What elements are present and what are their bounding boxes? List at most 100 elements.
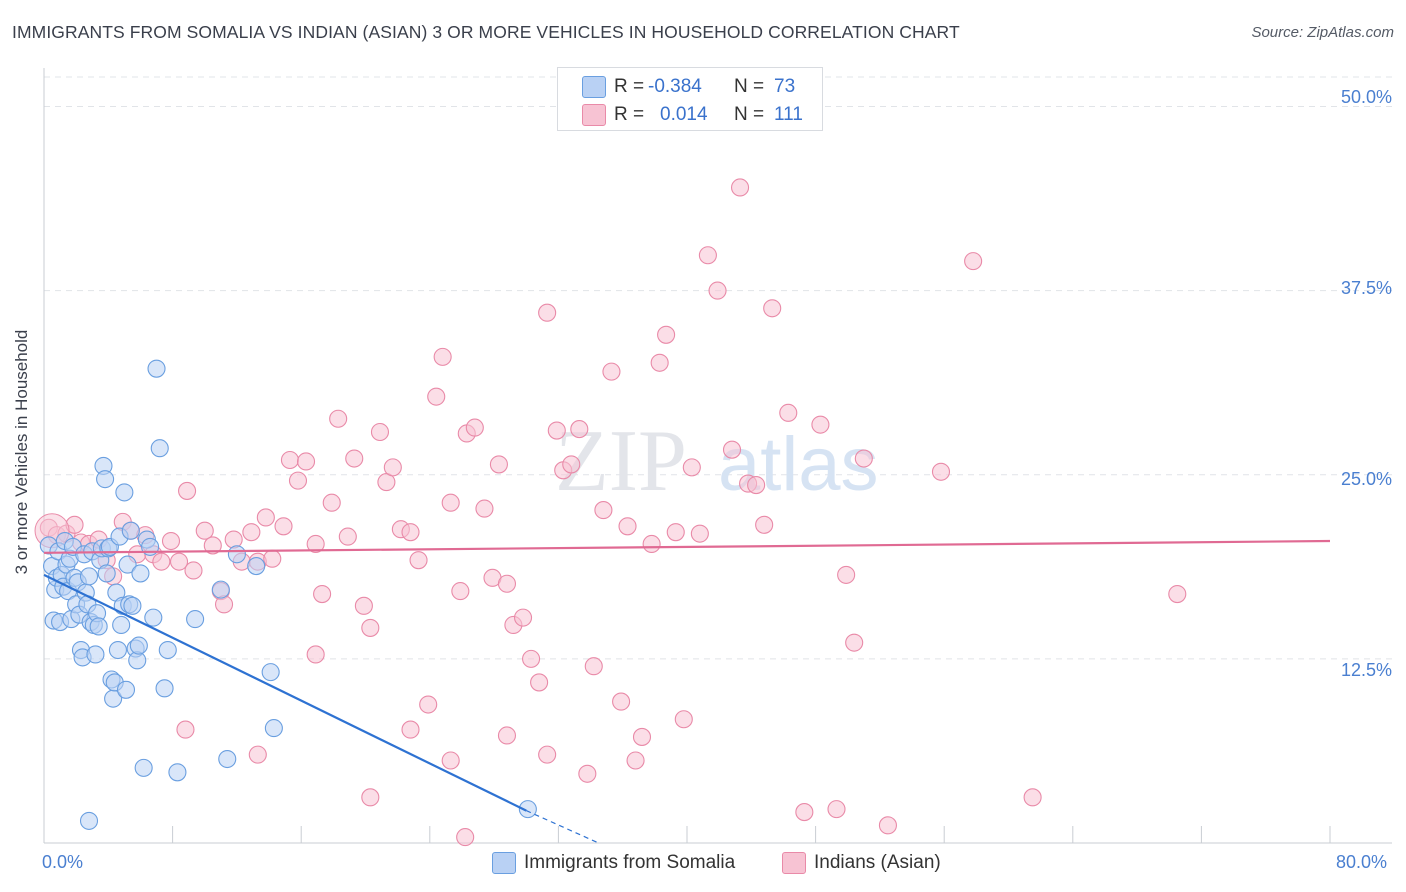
watermark: ZIP atlas bbox=[555, 413, 879, 510]
axes bbox=[43, 68, 1392, 844]
indians-point bbox=[562, 455, 581, 474]
indians-point bbox=[626, 751, 645, 770]
indians-point bbox=[827, 800, 846, 819]
indians-point bbox=[274, 517, 293, 536]
x-tick-label: 0.0% bbox=[42, 852, 84, 872]
indians-point bbox=[184, 561, 203, 580]
somalia-point bbox=[79, 567, 99, 586]
r-label: R = bbox=[614, 76, 645, 97]
y-tick-label: 37.5% bbox=[1340, 278, 1392, 298]
indians-point bbox=[854, 449, 873, 468]
indians-point bbox=[401, 523, 420, 542]
somalia-point bbox=[89, 617, 108, 636]
indians-point bbox=[329, 409, 348, 428]
indians-point bbox=[522, 649, 541, 668]
legend-somalia-label: Immigrants from Somalia bbox=[524, 852, 736, 873]
somalia-point bbox=[121, 521, 140, 540]
n-label: N = bbox=[734, 76, 765, 97]
indians-point bbox=[674, 710, 693, 729]
somalia-trend-line bbox=[43, 573, 527, 812]
indians-point bbox=[214, 595, 234, 614]
indians-point bbox=[584, 657, 603, 676]
indians-point bbox=[964, 252, 983, 271]
indians-point bbox=[354, 596, 373, 615]
indians-point bbox=[475, 499, 494, 518]
indians-point bbox=[256, 508, 275, 527]
somalia-point bbox=[186, 610, 205, 629]
indians-point bbox=[451, 582, 470, 601]
indians-point bbox=[383, 458, 402, 477]
indians-point bbox=[513, 608, 533, 627]
indians-point bbox=[152, 552, 171, 571]
indians-point bbox=[361, 788, 380, 807]
indians-n-value: 111 bbox=[774, 104, 803, 125]
indians-point bbox=[1023, 788, 1042, 807]
indians-point bbox=[763, 299, 782, 318]
indians-point bbox=[690, 524, 709, 543]
indians-point bbox=[837, 565, 856, 584]
indians-point bbox=[306, 645, 325, 664]
indians-point bbox=[419, 695, 438, 714]
indians-point bbox=[1168, 584, 1187, 604]
indians-point bbox=[845, 633, 864, 652]
indians-point bbox=[602, 362, 621, 381]
indians-point bbox=[224, 530, 243, 549]
indians-asian-points bbox=[34, 178, 1187, 847]
indians-point bbox=[618, 517, 637, 536]
indians-point bbox=[263, 549, 282, 568]
indians-point bbox=[497, 726, 517, 745]
indians-swatch bbox=[582, 104, 606, 126]
indians-point bbox=[795, 803, 814, 822]
indians-trend-line bbox=[43, 539, 1331, 554]
x-tick-label: 80.0% bbox=[1336, 852, 1388, 872]
indians-point bbox=[176, 720, 195, 739]
indians-point bbox=[242, 523, 261, 542]
indians-point bbox=[730, 178, 750, 197]
indians-point bbox=[322, 493, 341, 512]
legend-indians-swatch bbox=[782, 852, 806, 874]
somalia-r-value: -0.384 bbox=[648, 76, 702, 97]
indians-point bbox=[698, 246, 717, 265]
somalia-point bbox=[97, 564, 116, 583]
source-label: Source: ZipAtlas.com bbox=[1251, 24, 1394, 41]
indians-point bbox=[456, 828, 475, 847]
legend-indians-label: Indians (Asian) bbox=[814, 852, 941, 873]
somalia-trend-extension bbox=[526, 810, 599, 844]
somalia-n-value: 73 bbox=[774, 76, 796, 97]
somalia-point bbox=[116, 680, 136, 699]
indians-point bbox=[441, 493, 460, 512]
indians-point bbox=[632, 727, 652, 746]
indians-point bbox=[779, 403, 798, 422]
indians-point bbox=[682, 458, 701, 477]
somalia-point bbox=[211, 580, 230, 599]
indians-point bbox=[755, 515, 774, 534]
y-tick-label: 50.0% bbox=[1340, 87, 1392, 107]
indians-point bbox=[657, 325, 676, 344]
somalia-point bbox=[112, 615, 131, 635]
indians-point bbox=[409, 551, 428, 570]
indians-point bbox=[296, 452, 316, 471]
grid bbox=[44, 76, 1392, 660]
y-tick-label: 25.0% bbox=[1340, 469, 1392, 489]
indians-point bbox=[178, 481, 197, 500]
y-axis-label: 3 or more Vehicles in Household bbox=[12, 329, 31, 575]
indians-point bbox=[465, 418, 484, 437]
somalia-point bbox=[96, 470, 115, 489]
somalia-point bbox=[108, 640, 127, 660]
somalia-point bbox=[131, 564, 150, 583]
somalia-point bbox=[168, 763, 187, 782]
indians-point bbox=[306, 534, 325, 554]
indians-point bbox=[722, 440, 742, 459]
indians-point bbox=[878, 816, 897, 835]
indians-point bbox=[578, 764, 597, 783]
indians-point bbox=[427, 387, 446, 406]
somalia-point bbox=[155, 679, 174, 698]
indians-point bbox=[747, 475, 766, 495]
r-label: R = bbox=[614, 104, 645, 125]
indians-point bbox=[401, 720, 420, 739]
indians-point bbox=[345, 449, 364, 468]
somalia-point bbox=[129, 636, 148, 655]
indians-point bbox=[666, 523, 685, 542]
indians-point bbox=[931, 462, 951, 481]
